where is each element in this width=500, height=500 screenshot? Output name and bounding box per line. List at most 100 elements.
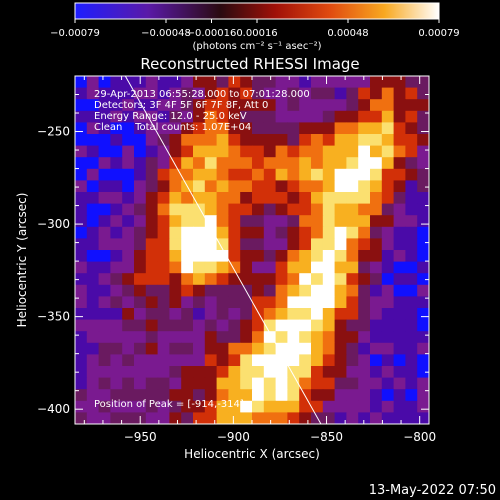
heatmap-cell	[134, 319, 147, 332]
heatmap-cell	[275, 331, 288, 344]
heatmap-cell	[216, 180, 229, 193]
heatmap-cell	[228, 168, 241, 181]
heatmap-cell	[134, 110, 147, 123]
heatmap-cell	[287, 76, 300, 89]
heatmap-cell	[216, 261, 229, 274]
heatmap-cell	[381, 238, 395, 251]
heatmap-cell	[417, 226, 429, 239]
heatmap-cell	[358, 366, 371, 379]
heatmap-cell	[299, 308, 312, 321]
heatmap-cell	[358, 76, 371, 89]
heatmap-cell	[252, 215, 265, 228]
heatmap-cell	[216, 250, 229, 263]
heatmap-cell	[275, 273, 288, 286]
heatmap-cell	[393, 400, 406, 413]
heatmap-cell	[110, 168, 123, 181]
heatmap-cell	[370, 203, 383, 216]
heatmap-cell	[393, 238, 406, 251]
heatmap-cell	[228, 331, 241, 344]
heatmap-cell	[417, 122, 429, 135]
heatmap-cell	[169, 250, 182, 263]
heatmap-cell	[417, 273, 429, 286]
heatmap-cell	[181, 145, 194, 158]
heatmap-cell	[417, 99, 429, 112]
heatmap-cell	[216, 296, 229, 309]
heatmap-cell	[228, 412, 241, 424]
heatmap-cell	[405, 400, 418, 413]
heatmap-cell	[86, 412, 100, 424]
heatmap-cell	[145, 122, 159, 135]
heatmap-cell	[405, 215, 418, 228]
heatmap-cell	[228, 226, 241, 239]
heatmap-cell	[417, 308, 429, 321]
heatmap-cell	[322, 319, 336, 332]
axis-ticks: −950 −900 −850 −800 −250 −300 −350 −400	[37, 75, 436, 444]
heatmap-cell	[240, 122, 253, 135]
heatmap-cell	[370, 192, 383, 205]
heatmap-cell	[134, 157, 147, 170]
heatmap-cell	[275, 354, 288, 367]
heatmap-cell	[145, 389, 159, 402]
heatmap-cell	[228, 192, 241, 205]
heatmap-cell	[134, 250, 147, 263]
heatmap-cell	[145, 203, 159, 216]
heatmap-cell	[134, 308, 147, 321]
heatmap-cell	[322, 354, 336, 367]
heatmap-cell	[228, 296, 241, 309]
heatmap-cell	[145, 110, 159, 123]
heatmap-cell	[110, 273, 123, 286]
heatmap-cell	[370, 331, 383, 344]
heatmap-cell	[157, 168, 170, 181]
heatmap-cell	[86, 284, 100, 297]
heatmap-cell	[263, 400, 277, 413]
heatmap-cell	[122, 377, 135, 390]
heatmap-cell	[370, 110, 383, 123]
heatmap-cell	[86, 261, 100, 274]
heatmap-cell	[240, 215, 253, 228]
y-tick-label: −300	[37, 217, 70, 231]
heatmap-cell	[287, 226, 300, 239]
heatmap-cell	[122, 342, 135, 355]
heatmap-cell	[370, 99, 383, 112]
heatmap-cell	[98, 377, 111, 390]
heatmap-cell	[228, 377, 241, 390]
heatmap-cell	[275, 99, 288, 112]
heatmap-cell	[393, 331, 406, 344]
heatmap-cell	[204, 180, 218, 193]
heatmap-cell	[299, 76, 312, 89]
heatmap-cell	[204, 226, 218, 239]
heatmap-cell	[346, 157, 359, 170]
heatmap-cell	[193, 215, 206, 228]
heatmap-cell	[193, 99, 206, 112]
heatmap-cell	[181, 192, 194, 205]
heatmap-cell	[405, 250, 418, 263]
heatmap-cell	[240, 250, 253, 263]
heatmap-cell	[252, 354, 265, 367]
heatmap-cell	[334, 284, 347, 297]
colorbar-tick-label: −0.00016	[187, 28, 237, 39]
heatmap-cell	[358, 284, 371, 297]
heatmap-cell	[86, 87, 100, 100]
heatmap-cell	[228, 203, 241, 216]
heatmap-cell	[98, 250, 111, 263]
heatmap-cell	[98, 215, 111, 228]
heatmap-cell	[240, 389, 253, 402]
heatmap-cell	[181, 273, 194, 286]
heatmap-cell	[275, 192, 288, 205]
heatmap-cell	[322, 87, 336, 100]
heatmap-cell	[263, 180, 277, 193]
heatmap-cell	[299, 400, 312, 413]
heatmap-cell	[98, 110, 111, 123]
heatmap-cell	[145, 250, 159, 263]
footer-date: 13-May-2022 07:50	[369, 483, 496, 498]
heatmap-cell	[252, 377, 265, 390]
heatmap-cell	[322, 122, 336, 135]
heatmap-cell	[393, 203, 406, 216]
heatmap-cell	[169, 261, 182, 274]
heatmap-cell	[322, 134, 336, 147]
heatmap-cell	[216, 76, 229, 89]
heatmap-cell	[134, 342, 147, 355]
heatmap-cell	[287, 261, 300, 274]
heatmap-cell	[299, 215, 312, 228]
heatmap-cell	[181, 412, 194, 424]
